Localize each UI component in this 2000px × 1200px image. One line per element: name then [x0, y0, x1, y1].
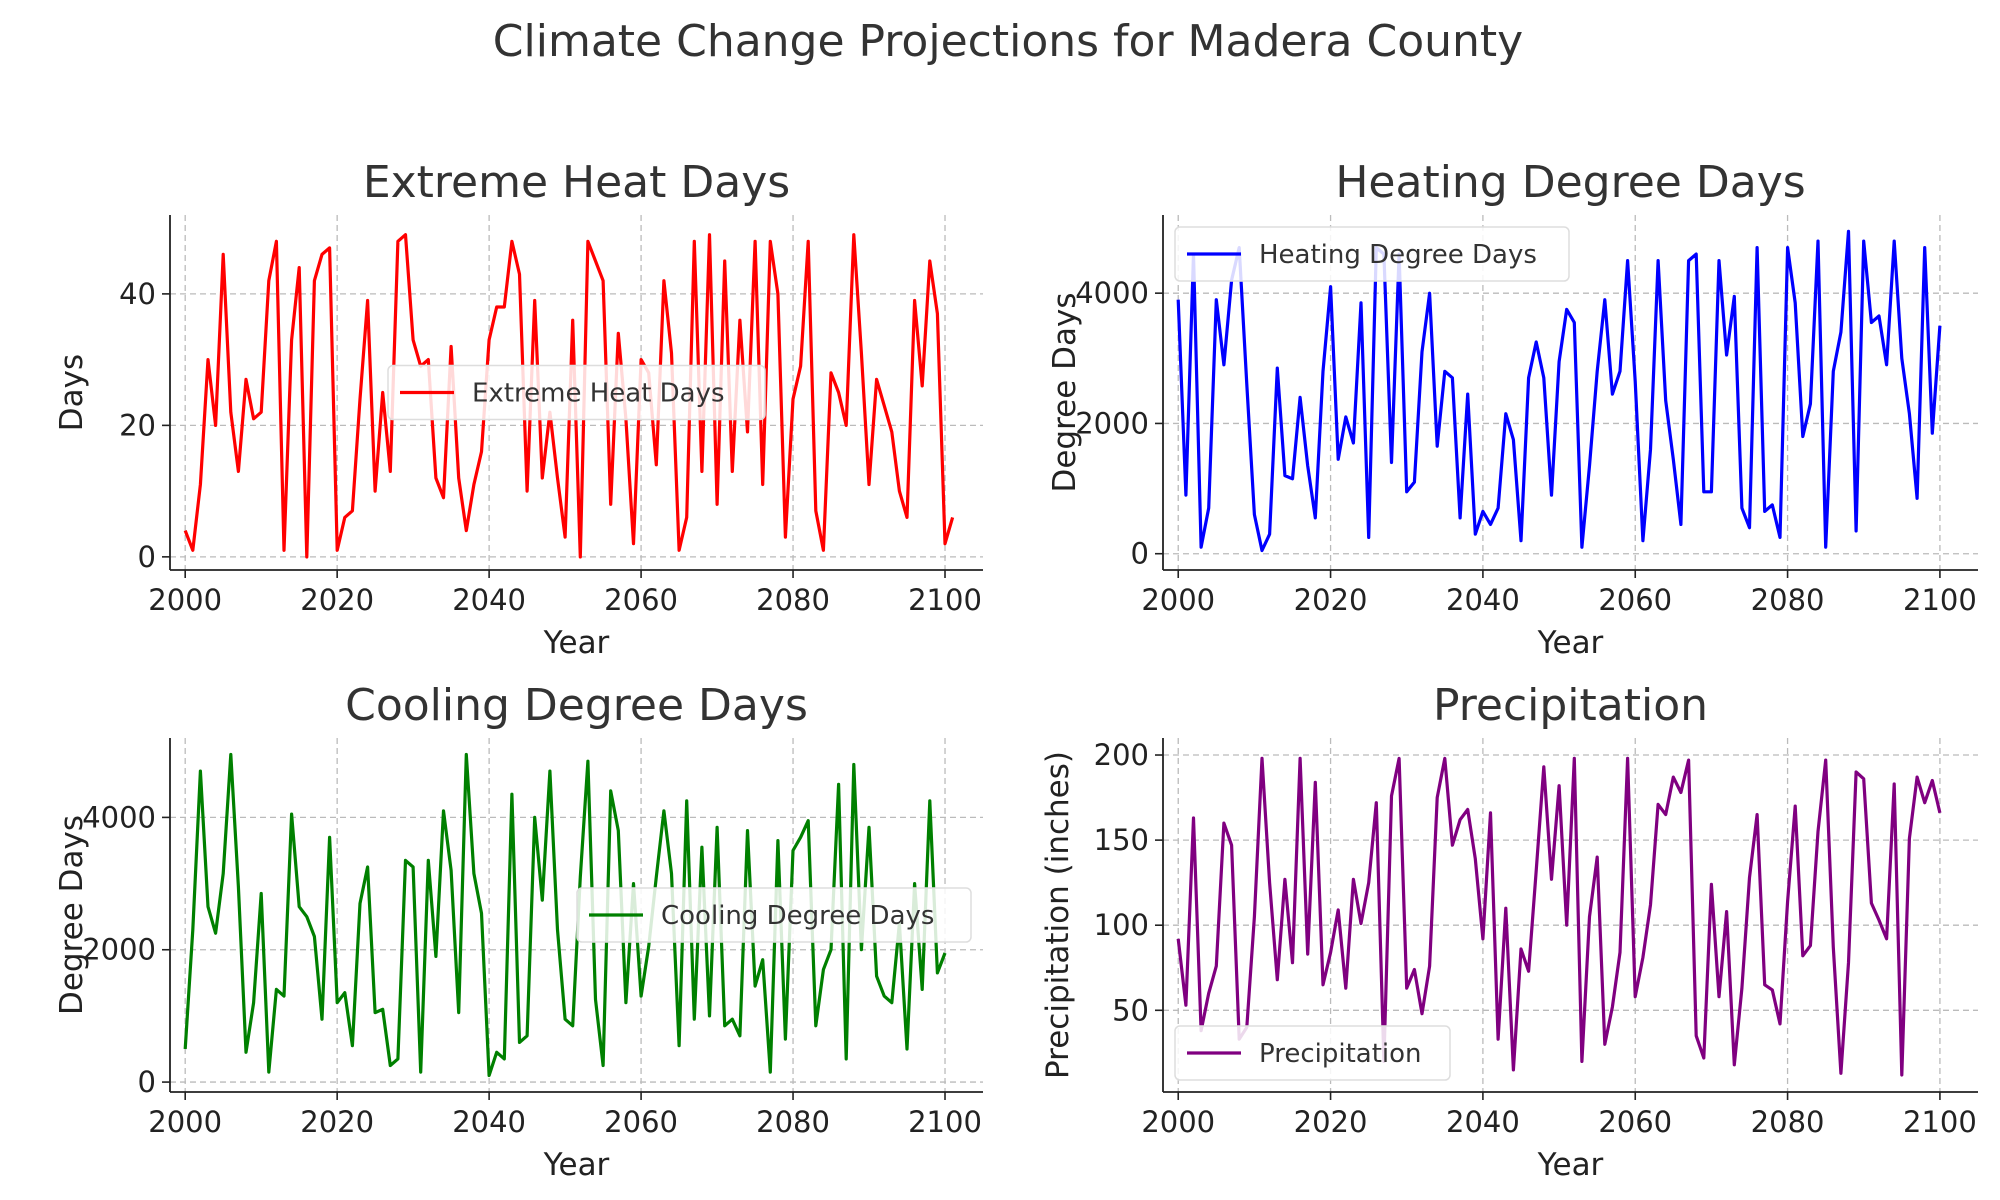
x-tick-label: 2080 — [1751, 1105, 1825, 1139]
series-line-precipitation — [1176, 756, 1942, 1077]
y-tick-label: 4000 — [1075, 276, 1149, 310]
legend-box — [387, 364, 766, 421]
y-axis-label: Days — [54, 354, 90, 431]
chart-title: Heating Degree Days — [1335, 157, 1805, 208]
chart-panel-4: 2000 2020 2040 2060 2080 2100 50 100 150 200 Preci… — [1040, 680, 1978, 1183]
legend-box — [1174, 226, 1570, 282]
x-tick-label: 2020 — [300, 1105, 374, 1139]
x-tick-label: 2000 — [148, 583, 222, 617]
legend: Precipitation — [1174, 1025, 1451, 1081]
legend: Cooling Degree Days — [576, 887, 972, 943]
y-tick-label: 150 — [1094, 823, 1149, 857]
x-tick-label: 2040 — [1446, 583, 1520, 617]
x-tick-label: 2020 — [300, 583, 374, 617]
y-tick-label: 0 — [138, 540, 156, 574]
chart-title: Extreme Heat Days — [363, 157, 790, 208]
figure-title: Climate Change Projections for Madera Co… — [493, 16, 1523, 67]
x-tick-label: 2040 — [452, 1105, 526, 1139]
series-line-heating-degree-days — [1176, 229, 1942, 553]
x-tick-label: 2000 — [1141, 583, 1215, 617]
y-tick-label: 2000 — [1075, 406, 1149, 440]
y-tick-label: 4000 — [82, 800, 156, 834]
chart-panel-2: 2000 2020 2040 2060 2080 2100 0 2000 4000 Heating… — [1047, 157, 1978, 661]
y-tick-label: 0 — [1131, 537, 1149, 571]
x-tick-label: 2020 — [1294, 1105, 1368, 1139]
x-axis-label: Year — [1537, 1147, 1604, 1183]
x-tick-label: 2080 — [756, 583, 830, 617]
series-line-cooling-degree-days — [183, 752, 947, 1078]
x-tick-label: 2040 — [1446, 1105, 1520, 1139]
y-tick-label: 200 — [1094, 738, 1149, 772]
y-tick-label: 0 — [138, 1065, 156, 1099]
series-line-extreme-heat-days — [183, 233, 955, 559]
legend-box — [1174, 1025, 1451, 1081]
x-axis-label: Year — [1537, 625, 1604, 661]
y-tick-label: 20 — [119, 408, 156, 442]
legend-label: Precipitation — [1259, 1039, 1422, 1069]
y-axis-label: Degree Days — [1047, 292, 1083, 492]
x-tick-label: 2080 — [1751, 583, 1825, 617]
x-tick-label: 2040 — [452, 583, 526, 617]
legend: Heating Degree Days — [1174, 226, 1570, 282]
legend-label: Extreme Heat Days — [472, 379, 725, 409]
x-axis-label: Year — [543, 625, 610, 661]
y-tick-label: 50 — [1112, 993, 1149, 1027]
x-tick-label: 2100 — [908, 583, 982, 617]
x-tick-label: 2060 — [604, 1105, 678, 1139]
x-axis-label: Year — [543, 1147, 610, 1183]
x-tick-label: 2000 — [148, 1105, 222, 1139]
x-tick-label: 2060 — [1598, 583, 1672, 617]
x-tick-label: 2080 — [756, 1105, 830, 1139]
y-axis-label: Degree Days — [54, 815, 90, 1015]
x-tick-label: 2020 — [1294, 583, 1368, 617]
legend-box — [576, 887, 972, 943]
chart-panel-3: 2000 2020 2040 2060 2080 2100 0 2000 4000 Cooling… — [54, 680, 983, 1183]
y-axis-label: Precipitation (inches) — [1040, 751, 1076, 1079]
x-tick-label: 2000 — [1141, 1105, 1215, 1139]
legend: Extreme Heat Days — [387, 364, 766, 421]
x-tick-label: 2060 — [604, 583, 678, 617]
legend-label: Cooling Degree Days — [661, 901, 934, 931]
y-tick-label: 100 — [1094, 908, 1149, 942]
chart-title: Precipitation — [1433, 680, 1708, 731]
x-tick-label: 2100 — [1903, 583, 1977, 617]
chart-title: Cooling Degree Days — [345, 680, 808, 731]
y-tick-label: 40 — [119, 277, 156, 311]
y-tick-label: 2000 — [82, 933, 156, 967]
x-tick-label: 2060 — [1598, 1105, 1672, 1139]
x-tick-label: 2100 — [1903, 1105, 1977, 1139]
legend-label: Heating Degree Days — [1259, 240, 1537, 270]
x-tick-label: 2100 — [908, 1105, 982, 1139]
